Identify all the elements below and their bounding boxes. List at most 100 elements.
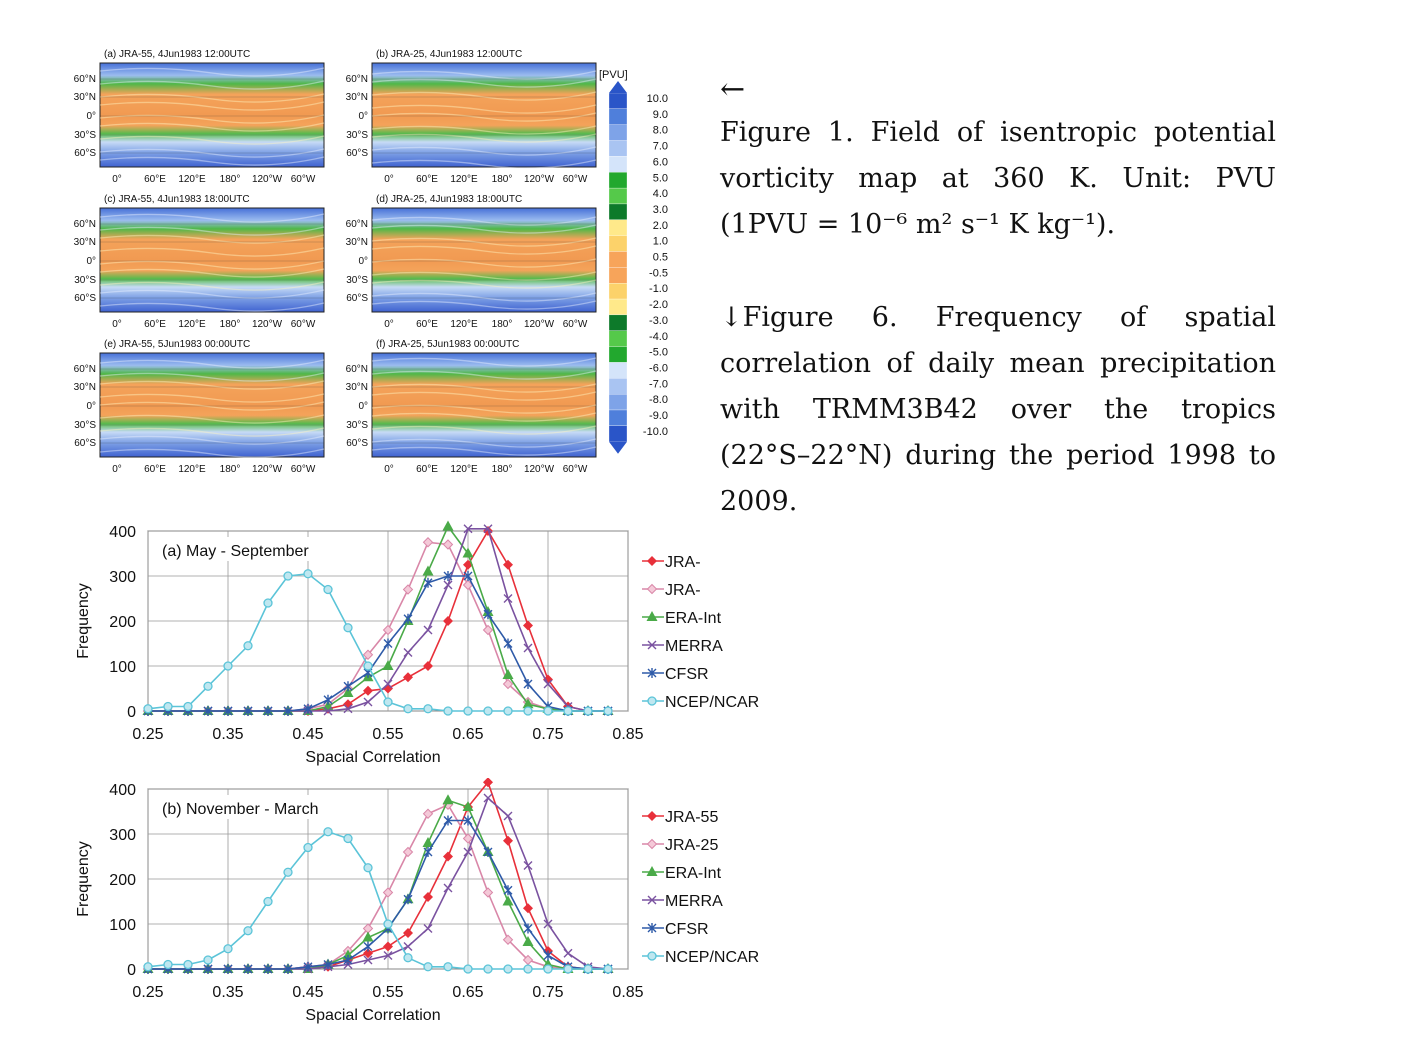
- colorbar-tick-label: -9.0: [649, 410, 668, 422]
- colorbar-tick-label: 0.5: [653, 252, 668, 264]
- pv-texture: [99, 80, 325, 90]
- data-point: [503, 594, 513, 603]
- x-tick-label: 0.45: [292, 984, 323, 1001]
- colorbar-tick-label: 7.0: [653, 141, 668, 153]
- lat-label: 60°S: [346, 293, 368, 304]
- pv-texture: [371, 133, 597, 143]
- data-point: [443, 883, 453, 893]
- colorbar-tick-label: 6.0: [653, 156, 668, 168]
- lon-label: 60°E: [144, 319, 166, 330]
- lon-label: 120°E: [178, 464, 206, 475]
- data-point: [143, 962, 153, 972]
- colorbar-cell: [608, 92, 628, 110]
- data-point: [383, 941, 393, 952]
- lat-label: 60°S: [74, 293, 96, 304]
- data-point: [343, 681, 353, 692]
- lon-label: 0°: [384, 174, 394, 185]
- legend-label: JRA-55: [665, 809, 718, 826]
- lat-label: 60°S: [74, 148, 96, 159]
- data-point: [283, 964, 293, 974]
- pv-texture: [99, 427, 325, 437]
- data-point: [503, 811, 513, 821]
- pv-texture: [371, 104, 597, 114]
- data-point: [463, 706, 473, 716]
- colorbar-cell: [608, 219, 628, 236]
- lon-label: 120°W: [252, 319, 283, 330]
- data-point: [423, 577, 433, 588]
- pv-field: [99, 207, 325, 313]
- pv-texture: [371, 125, 597, 135]
- data-point: [603, 964, 613, 974]
- pv-texture: [99, 114, 325, 124]
- lon-label: 0°: [384, 464, 394, 475]
- data-point: [463, 964, 473, 974]
- data-point: [646, 611, 658, 621]
- y-tick-label: 200: [109, 872, 136, 889]
- pv-field: [371, 352, 597, 458]
- lon-label: 120°W: [252, 464, 283, 475]
- lat-label: 0°: [86, 401, 96, 412]
- pv-texture: [371, 70, 597, 80]
- series-ncep-ncar: [143, 827, 613, 974]
- y-tick-label: 200: [109, 614, 136, 631]
- data-point: [163, 701, 173, 712]
- lat-label: 30°N: [74, 92, 96, 103]
- data-point: [503, 885, 513, 896]
- colorbar-cell: [608, 298, 628, 316]
- x-tick-label: 0.55: [372, 726, 403, 743]
- lat-label: 0°: [86, 256, 96, 267]
- pv-texture: [371, 279, 597, 289]
- lat-label: 30°N: [346, 92, 368, 103]
- data-point: [163, 959, 173, 970]
- pv-texture: [371, 224, 597, 234]
- lon-label: 120°E: [178, 319, 206, 330]
- lon-label: 60°W: [291, 174, 316, 185]
- pv-texture: [99, 135, 325, 145]
- data-point: [243, 641, 253, 651]
- data-point: [503, 964, 513, 974]
- pv-texture: [371, 271, 597, 281]
- x-tick-label: 0.85: [612, 984, 643, 1001]
- chart-a-svg: 0 100 200 300 400 0.25 0.35 0.45 0.55 0.65 0.75 0.8…: [75, 520, 759, 766]
- data-point: [503, 706, 513, 716]
- data-point: [647, 556, 657, 566]
- data-point: [403, 953, 413, 963]
- data-point: [423, 962, 433, 972]
- data-point: [502, 895, 514, 906]
- panel-title: (f) JRA-25, 5Jun1983 00:00UTC: [376, 339, 519, 350]
- data-point: [647, 640, 657, 650]
- lat-label: 0°: [86, 111, 96, 122]
- pv-texture: [371, 159, 597, 169]
- figure1-caption: Figure 1. Field of isentropic potential …: [720, 117, 1276, 240]
- data-point: [323, 827, 333, 837]
- data-point: [382, 660, 394, 670]
- colorbar-bottom-arrow: [609, 441, 627, 454]
- colorbar-cell: [608, 283, 628, 300]
- data-point: [523, 620, 533, 631]
- data-point: [382, 887, 394, 898]
- y-tick-label: 300: [109, 569, 136, 586]
- chart-november-march: 0 100 200 300 400 0.25 0.35 0.45 0.55 0.65 0.75 0.8…: [60, 777, 820, 1028]
- data-point: [283, 706, 293, 716]
- colorbar-cell: [608, 314, 628, 331]
- colorbar-cell: [608, 346, 628, 363]
- data-point: [522, 936, 534, 946]
- title-background: [156, 795, 336, 819]
- legend-label: JRA-25: [665, 837, 718, 854]
- data-point: [442, 520, 454, 531]
- data-point: [263, 706, 273, 716]
- pv-field: [371, 62, 597, 168]
- colorbar-tick-label: -4.0: [649, 331, 668, 343]
- lon-label: 180°: [492, 319, 513, 330]
- data-point: [263, 896, 273, 907]
- lat-label: 60°N: [346, 74, 368, 85]
- data-point: [543, 679, 553, 689]
- series-line: [148, 819, 608, 970]
- data-point: [383, 679, 393, 689]
- data-point: [403, 894, 413, 905]
- data-point: [647, 895, 657, 905]
- data-point: [363, 863, 373, 873]
- pv-texture: [99, 247, 325, 257]
- lon-label: 60°W: [563, 319, 588, 330]
- data-point: [422, 837, 434, 847]
